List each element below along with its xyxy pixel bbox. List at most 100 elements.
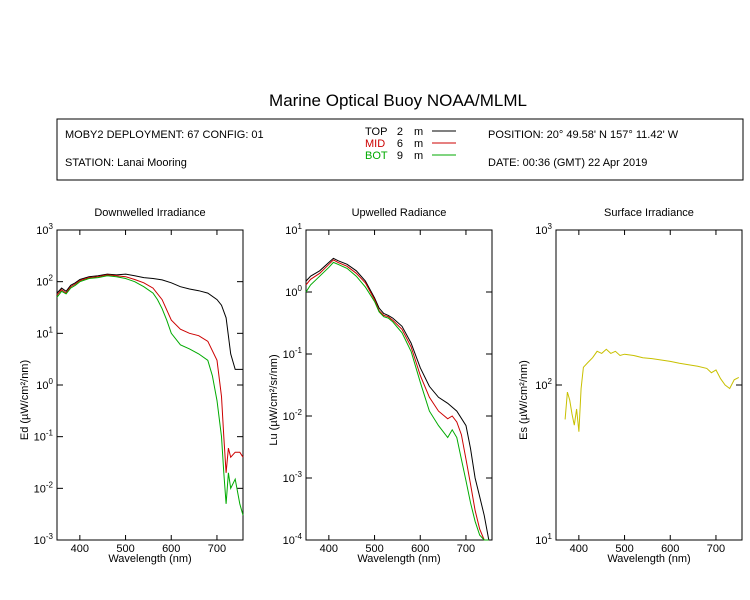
y-tick-base: 10: [283, 473, 295, 485]
x-axis-label: Wavelength (nm): [108, 553, 191, 565]
y-tick-label: 101: [285, 222, 302, 237]
x-axis-label: Wavelength (nm): [607, 553, 690, 565]
y-tick-exponent: 1: [298, 222, 303, 231]
y-tick-label: 101: [36, 325, 53, 340]
y-tick-label: 10-4: [283, 532, 303, 547]
series-line-mid: [56, 274, 244, 473]
y-tick-exponent: 1: [548, 532, 553, 541]
y-tick-exponent: -2: [46, 480, 54, 489]
y-tick-label: 10-2: [283, 408, 303, 423]
x-tick-label: 700: [457, 543, 475, 555]
series-line-es: [564, 348, 740, 432]
position-text: POSITION: 20° 49.58' N 157° 11.42' W: [488, 129, 679, 141]
series-line-bot: [305, 261, 489, 541]
legend-sensor-depth: 6: [397, 138, 403, 150]
series-line-top: [305, 257, 490, 541]
y-tick-exponent: -3: [295, 470, 303, 479]
date-text: DATE: 00:36 (GMT) 22 Apr 2019: [488, 157, 647, 169]
y-axis-label: Es (µW/cm²/nm): [518, 360, 530, 440]
y-tick-base: 10: [535, 225, 547, 237]
y-tick-base: 10: [283, 349, 295, 361]
y-axis-label: Ed (µW/cm²/nm): [19, 360, 31, 440]
x-tick-label: 400: [71, 543, 89, 555]
y-tick-label: 103: [535, 222, 552, 237]
station-text: STATION: Lanai Mooring: [65, 157, 187, 169]
legend-sensor-unit: m: [414, 150, 423, 162]
y-tick-base: 10: [535, 380, 547, 392]
legend-sensor-unit: m: [414, 138, 423, 150]
y-tick-exponent: -1: [46, 429, 54, 438]
deployment-text: MOBY2 DEPLOYMENT: 67 CONFIG: 01: [65, 129, 264, 141]
y-tick-label: 100: [285, 284, 302, 299]
y-tick-label: 100: [36, 377, 53, 392]
legend-sensor-name: TOP: [365, 126, 387, 138]
y-tick-label: 101: [535, 532, 552, 547]
y-tick-label: 10-3: [34, 532, 54, 547]
y-tick-base: 10: [283, 535, 295, 547]
y-tick-exponent: 3: [49, 222, 54, 231]
y-tick-label: 102: [36, 274, 53, 289]
y-axis-label: Lu (µW/cm²/sr/nm): [268, 354, 280, 445]
legend-sensor-unit: m: [414, 126, 423, 138]
y-tick-base: 10: [285, 287, 297, 299]
y-tick-exponent: 0: [298, 284, 303, 293]
y-tick-base: 10: [36, 225, 48, 237]
x-tick-label: 400: [320, 543, 338, 555]
series-line-top: [56, 273, 243, 370]
series-line-bot: [56, 275, 244, 516]
y-tick-base: 10: [34, 432, 46, 444]
x-tick-label: 500: [365, 543, 383, 555]
y-tick-label: 10-1: [34, 429, 54, 444]
x-tick-label: 700: [208, 543, 226, 555]
legend-sensor-name: MID: [365, 138, 385, 150]
panel-title: Upwelled Radiance: [352, 207, 447, 219]
x-tick-label: 500: [615, 543, 633, 555]
series-line-mid: [305, 259, 489, 541]
y-tick-exponent: -4: [295, 532, 303, 541]
sensor-legend: TOP 2 m MID 6 m BOT 9 m: [365, 126, 456, 162]
y-tick-label: 10-3: [283, 470, 303, 485]
y-tick-exponent: 1: [49, 325, 54, 334]
panel-title: Surface Irradiance: [604, 207, 694, 219]
y-tick-base: 10: [36, 380, 48, 392]
x-tick-label: 600: [661, 543, 679, 555]
figure-title: Marine Optical Buoy NOAA/MLML: [269, 91, 527, 110]
x-tick-label: 500: [116, 543, 134, 555]
y-tick-base: 10: [535, 535, 547, 547]
y-tick-label: 10-1: [283, 346, 303, 361]
y-tick-exponent: 2: [49, 274, 54, 283]
y-tick-base: 10: [285, 225, 297, 237]
plot-frame: [305, 229, 493, 541]
x-axis-label: Wavelength (nm): [357, 553, 440, 565]
plot-frame: [56, 229, 244, 541]
y-tick-base: 10: [283, 411, 295, 423]
legend-sensor-depth: 9: [397, 150, 403, 162]
y-tick-base: 10: [36, 328, 48, 340]
y-tick-exponent: 0: [49, 377, 54, 386]
y-tick-base: 10: [36, 277, 48, 289]
x-tick-label: 600: [411, 543, 429, 555]
legend-sensor-depth: 2: [397, 126, 403, 138]
legend-sensor-name: BOT: [365, 150, 388, 162]
y-tick-label: 10-2: [34, 480, 54, 495]
header-box: MOBY2 DEPLOYMENT: 67 CONFIG: 01 STATION:…: [56, 118, 744, 181]
x-tick-label: 700: [707, 543, 725, 555]
y-tick-base: 10: [34, 535, 46, 547]
panel-title: Downwelled Irradiance: [94, 207, 205, 219]
x-tick-label: 600: [162, 543, 180, 555]
y-tick-exponent: -2: [295, 408, 303, 417]
y-tick-label: 102: [535, 377, 552, 392]
y-tick-exponent: 3: [548, 222, 553, 231]
y-tick-base: 10: [34, 483, 46, 495]
x-tick-label: 400: [570, 543, 588, 555]
plot-frame: [555, 229, 743, 541]
y-tick-label: 103: [36, 222, 53, 237]
y-tick-exponent: -1: [295, 346, 303, 355]
y-tick-exponent: 2: [548, 377, 553, 386]
y-tick-exponent: -3: [46, 532, 54, 541]
